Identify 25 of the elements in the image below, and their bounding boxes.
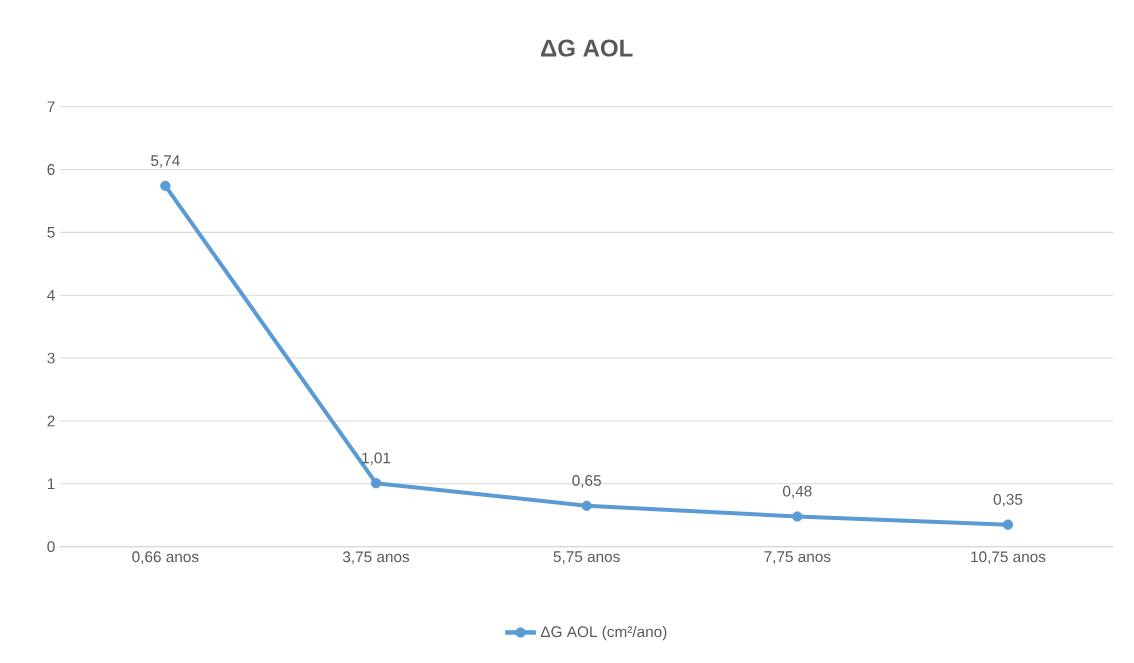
x-tick-label: 10,75 anos — [971, 551, 1046, 565]
x-tick-label: 0,66 anos — [132, 551, 199, 565]
data-label: 0,65 — [572, 475, 601, 488]
chart-title: ΔG AOL — [541, 39, 633, 57]
x-tick-label: 5,75 anos — [553, 551, 620, 564]
point — [581, 500, 592, 511]
y-tick-label: 2 — [47, 415, 55, 427]
y-tick-label: 3 — [47, 352, 55, 364]
data-label: 0,48 — [783, 485, 812, 499]
y-tick-label: 6 — [47, 164, 55, 175]
y-tick-label: 0 — [47, 541, 55, 553]
point — [1002, 519, 1014, 530]
y-tick-label: 4 — [47, 289, 55, 301]
y-tick-label: 5 — [47, 227, 55, 238]
data-label: 1,01 — [362, 452, 391, 466]
x-tick-label: 7,75 anos — [764, 551, 831, 564]
data-label: 0,35 — [993, 493, 1023, 507]
data-label: 5,74 — [151, 155, 180, 168]
y-tick-label: 1 — [47, 478, 55, 490]
point — [160, 180, 171, 191]
legend-label: ΔG AOL (cm²/ano) — [540, 625, 667, 641]
point — [792, 511, 803, 522]
x-tick-label: 3,75 anos — [342, 551, 410, 565]
y-tick-label: 7 — [47, 101, 55, 112]
point — [370, 478, 382, 489]
